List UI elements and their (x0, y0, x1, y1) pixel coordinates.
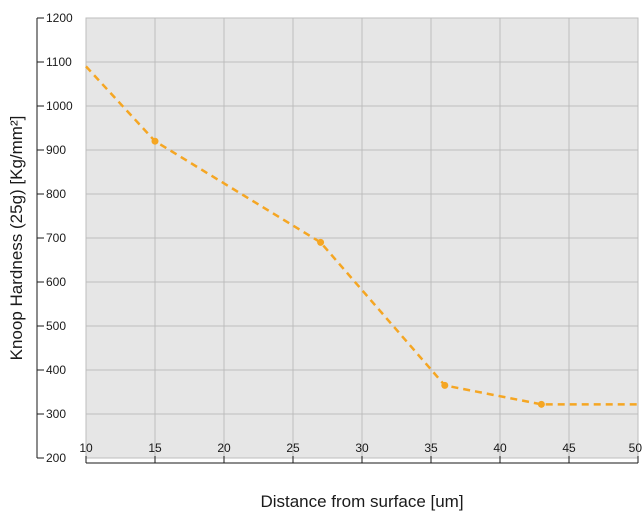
x-tick-label: 40 (493, 441, 507, 455)
grid (85, 17, 639, 459)
series-line (85, 65, 638, 406)
y-tick-label: 1000 (46, 99, 73, 113)
y-tick-label: 600 (46, 275, 66, 289)
y-tick-label: 200 (46, 451, 66, 465)
series-layer (85, 65, 638, 408)
x-tick-label: 20 (217, 441, 231, 455)
y-tick-label: 800 (46, 187, 66, 201)
x-tick-label: 15 (148, 441, 162, 455)
axes: 200 300 400 500 600 700 800 900 1000 1100 1200 10 15… (36, 11, 643, 465)
data-point (317, 238, 325, 246)
data-point (151, 137, 159, 145)
x-tick-label: 25 (286, 441, 300, 455)
y-tick-label: 1100 (46, 55, 72, 69)
data-point (441, 381, 449, 389)
y-tick-label: 1200 (46, 11, 73, 25)
y-tick-label: 500 (46, 319, 66, 333)
y-axis-title: Knoop Hardness (25g) [Kg/mm²] (7, 116, 26, 361)
x-tick-label: 35 (424, 441, 438, 455)
x-tick-label: 45 (562, 441, 576, 455)
y-tick-label: 300 (46, 407, 66, 421)
x-tick-label: 10 (79, 441, 93, 455)
x-axis-title: Distance from surface [um] (260, 492, 463, 511)
data-point (537, 400, 545, 408)
x-tick-label: 30 (355, 441, 369, 455)
x-tick-label: 50 (629, 441, 643, 455)
y-tick-label: 700 (46, 231, 66, 245)
y-tick-label: 400 (46, 363, 66, 377)
y-tick-label: 900 (46, 143, 66, 157)
